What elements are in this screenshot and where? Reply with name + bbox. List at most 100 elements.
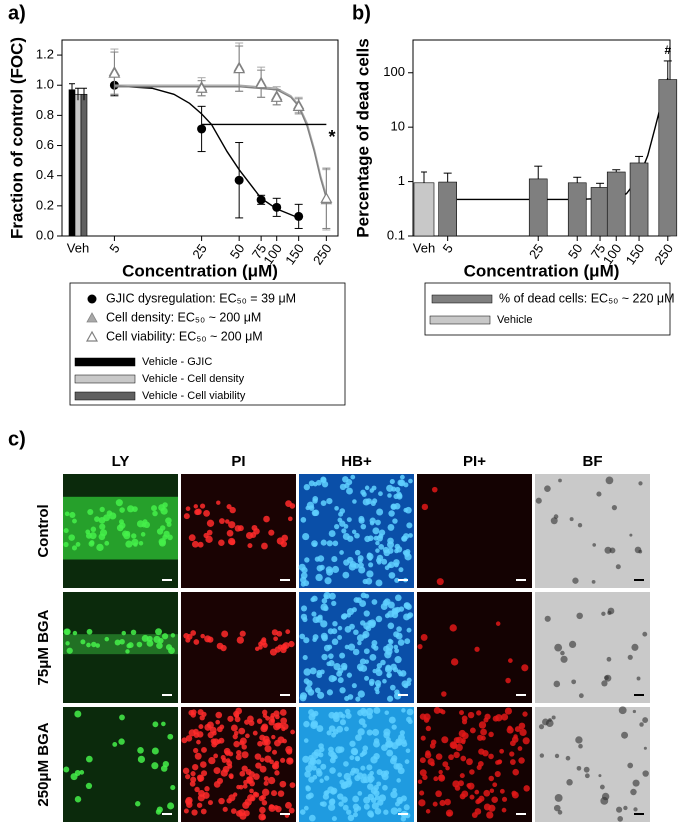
cell — [319, 778, 324, 783]
cell — [401, 739, 407, 745]
cell — [324, 775, 330, 781]
cell — [151, 762, 159, 770]
cell — [204, 635, 212, 643]
cell — [450, 658, 459, 666]
cell — [499, 788, 505, 794]
cell — [592, 543, 597, 547]
cell — [241, 744, 247, 750]
cell — [329, 767, 336, 774]
cell — [369, 653, 377, 661]
cell — [489, 788, 495, 793]
cell — [63, 766, 70, 773]
cell — [170, 633, 176, 638]
cell — [311, 540, 318, 547]
cell — [234, 716, 241, 723]
cell — [271, 734, 276, 740]
cell — [279, 709, 287, 716]
cell — [373, 706, 381, 714]
cell — [517, 746, 523, 751]
cell — [331, 556, 338, 563]
bar — [528, 178, 548, 237]
cell — [460, 755, 467, 762]
fit-curve — [114, 85, 299, 219]
cell — [474, 646, 480, 652]
cell — [112, 742, 118, 747]
cell — [384, 665, 393, 673]
cell — [401, 708, 406, 713]
cell — [406, 522, 413, 529]
cell — [375, 689, 380, 695]
data-point — [195, 82, 208, 93]
cell — [207, 731, 214, 739]
cell — [119, 507, 125, 513]
cell — [383, 598, 391, 605]
cell — [307, 688, 315, 696]
cell — [302, 617, 308, 623]
cell — [421, 503, 429, 511]
cell — [358, 666, 364, 672]
cell — [326, 497, 333, 505]
cell — [200, 770, 208, 777]
cell — [392, 787, 397, 793]
cell — [85, 782, 93, 790]
data-point — [87, 294, 97, 304]
cell — [99, 523, 106, 530]
cell — [363, 803, 370, 810]
cell — [398, 479, 406, 487]
cell — [193, 639, 200, 645]
cell — [417, 644, 423, 650]
cell — [469, 769, 475, 775]
cell — [263, 776, 269, 782]
cell — [207, 800, 213, 806]
cell — [309, 759, 315, 765]
cell — [127, 642, 134, 649]
cell — [261, 542, 268, 550]
cell — [337, 625, 343, 631]
cell — [239, 630, 246, 637]
cell — [423, 717, 430, 723]
legend-swatch — [74, 391, 136, 401]
column-label: PI+ — [463, 453, 486, 470]
cell — [230, 724, 238, 732]
cell — [160, 765, 168, 772]
cell — [197, 794, 205, 802]
cell — [486, 811, 494, 819]
cell — [95, 643, 101, 648]
cell — [357, 728, 365, 736]
cell — [199, 503, 206, 509]
cell — [192, 764, 199, 771]
cell — [311, 751, 319, 760]
micrograph — [417, 474, 532, 588]
cell — [372, 668, 377, 674]
cell — [575, 736, 583, 744]
cell — [330, 787, 338, 795]
cell — [632, 779, 640, 787]
cell — [387, 493, 392, 498]
cell — [206, 519, 215, 528]
cell — [156, 806, 163, 813]
cell — [167, 534, 173, 541]
cell — [136, 641, 143, 648]
cell — [315, 759, 322, 765]
x-tick-label: 75 — [588, 241, 609, 261]
cell — [357, 640, 362, 646]
x-tick-label: 5 — [440, 241, 456, 256]
cell — [316, 725, 324, 732]
cell — [91, 641, 97, 648]
data-point — [294, 211, 304, 221]
cell — [189, 781, 196, 787]
cell — [347, 814, 355, 822]
series — [108, 42, 333, 231]
cell — [185, 735, 193, 742]
cell — [509, 751, 515, 757]
cell — [166, 522, 172, 527]
cell — [361, 749, 368, 756]
data-point — [197, 124, 207, 134]
cell — [494, 770, 501, 778]
cell — [425, 725, 432, 732]
cell — [216, 642, 224, 650]
y-tick-label: 1.0 — [36, 77, 54, 92]
cell — [508, 658, 513, 663]
cell — [363, 610, 370, 617]
cell — [311, 595, 318, 602]
